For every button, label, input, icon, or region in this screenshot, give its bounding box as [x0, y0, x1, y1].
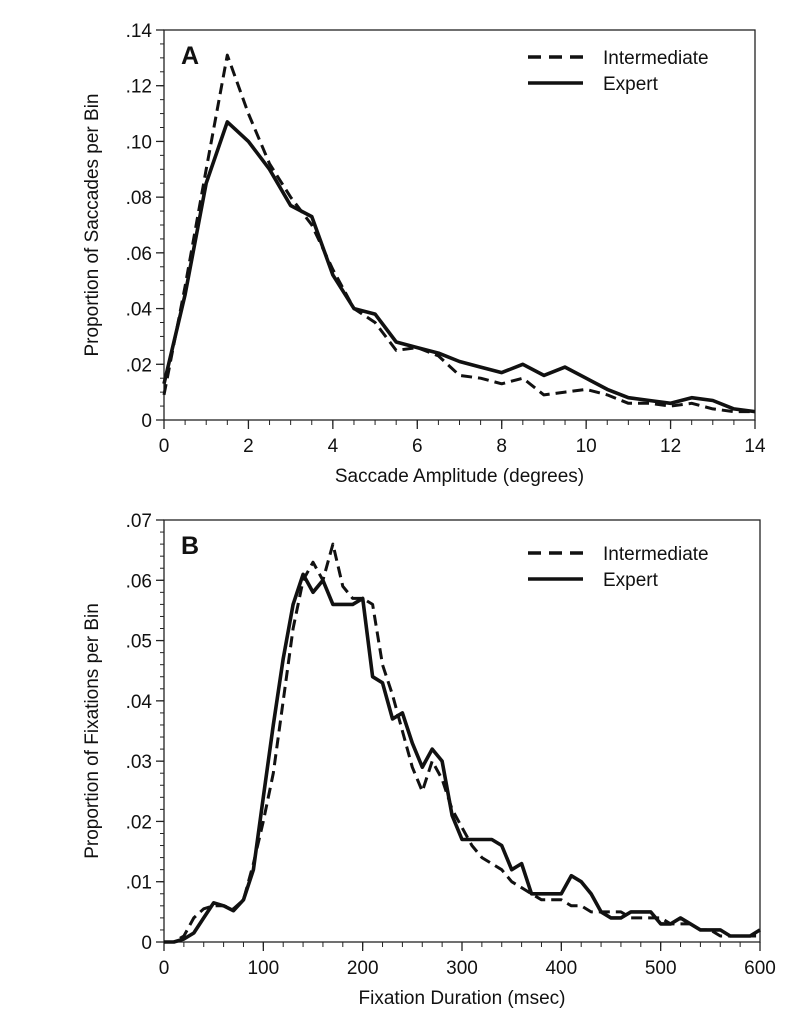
y-tick-label: .08 — [126, 188, 152, 209]
x-tick-label: 600 — [744, 958, 776, 979]
plot-frame — [163, 519, 761, 943]
series-line-expert — [162, 120, 756, 414]
y-axis-label: Proportion of Saccades per Bin — [82, 94, 103, 357]
panel-label: B — [181, 532, 199, 560]
x-tick-label: 2 — [243, 436, 254, 457]
y-tick-label: .01 — [126, 873, 152, 894]
x-tick-label: 500 — [645, 958, 677, 979]
x-tick-label: 300 — [446, 958, 478, 979]
y-tick-label: .05 — [126, 632, 152, 653]
x-tick-label: 200 — [347, 958, 379, 979]
x-tick-label: 10 — [576, 436, 597, 457]
y-tick-label: 0 — [141, 933, 152, 954]
y-tick-label: .02 — [126, 812, 152, 833]
legend-label: Expert — [603, 74, 659, 95]
x-tick-label: 4 — [328, 436, 339, 457]
series-line-expert — [164, 572, 761, 944]
y-tick-label: .14 — [126, 21, 153, 42]
y-tick-label: .04 — [126, 300, 153, 321]
legend-label: Expert — [603, 570, 659, 591]
x-tick-label: 100 — [247, 958, 279, 979]
x-tick-label: 0 — [159, 958, 170, 979]
series-line-intermediate — [162, 53, 755, 414]
x-axis-label: Saccade Amplitude (degrees) — [335, 466, 584, 487]
legend-label: Intermediate — [603, 48, 709, 69]
x-tick-label: 400 — [545, 958, 577, 979]
x-tick-label: 12 — [660, 436, 681, 457]
chart-panel-a: 0 2 4 6 8 10 12 14 0 .02 .04 .06 .08 .10 .12 .14 Saccade… — [82, 21, 766, 487]
y-tick-label: .06 — [126, 244, 152, 265]
panel-label: A — [181, 42, 199, 70]
x-tick-label: 8 — [496, 436, 507, 457]
x-tick-label: 6 — [412, 436, 423, 457]
x-axis-label: Fixation Duration (msec) — [359, 988, 566, 1009]
y-tick-label: .03 — [126, 752, 152, 773]
y-tick-label: 0 — [141, 411, 152, 432]
series-line-intermediate — [164, 542, 760, 944]
y-tick-label: .12 — [126, 77, 152, 98]
y-tick-label: .02 — [126, 355, 152, 376]
legend-label: Intermediate — [603, 544, 709, 565]
chart-panel-b: 0 100 200 300 400 500 600 0 .01 .02 .03 .04 .05 .06 .0… — [82, 511, 776, 1009]
y-tick-label: .10 — [126, 132, 152, 153]
x-tick-label: 0 — [159, 436, 170, 457]
y-axis-label: Proportion of Fixations per Bin — [82, 603, 103, 859]
y-tick-label: .04 — [126, 692, 153, 713]
y-tick-label: .07 — [126, 511, 152, 532]
x-tick-label: 14 — [744, 436, 766, 457]
y-tick-label: .06 — [126, 571, 152, 592]
